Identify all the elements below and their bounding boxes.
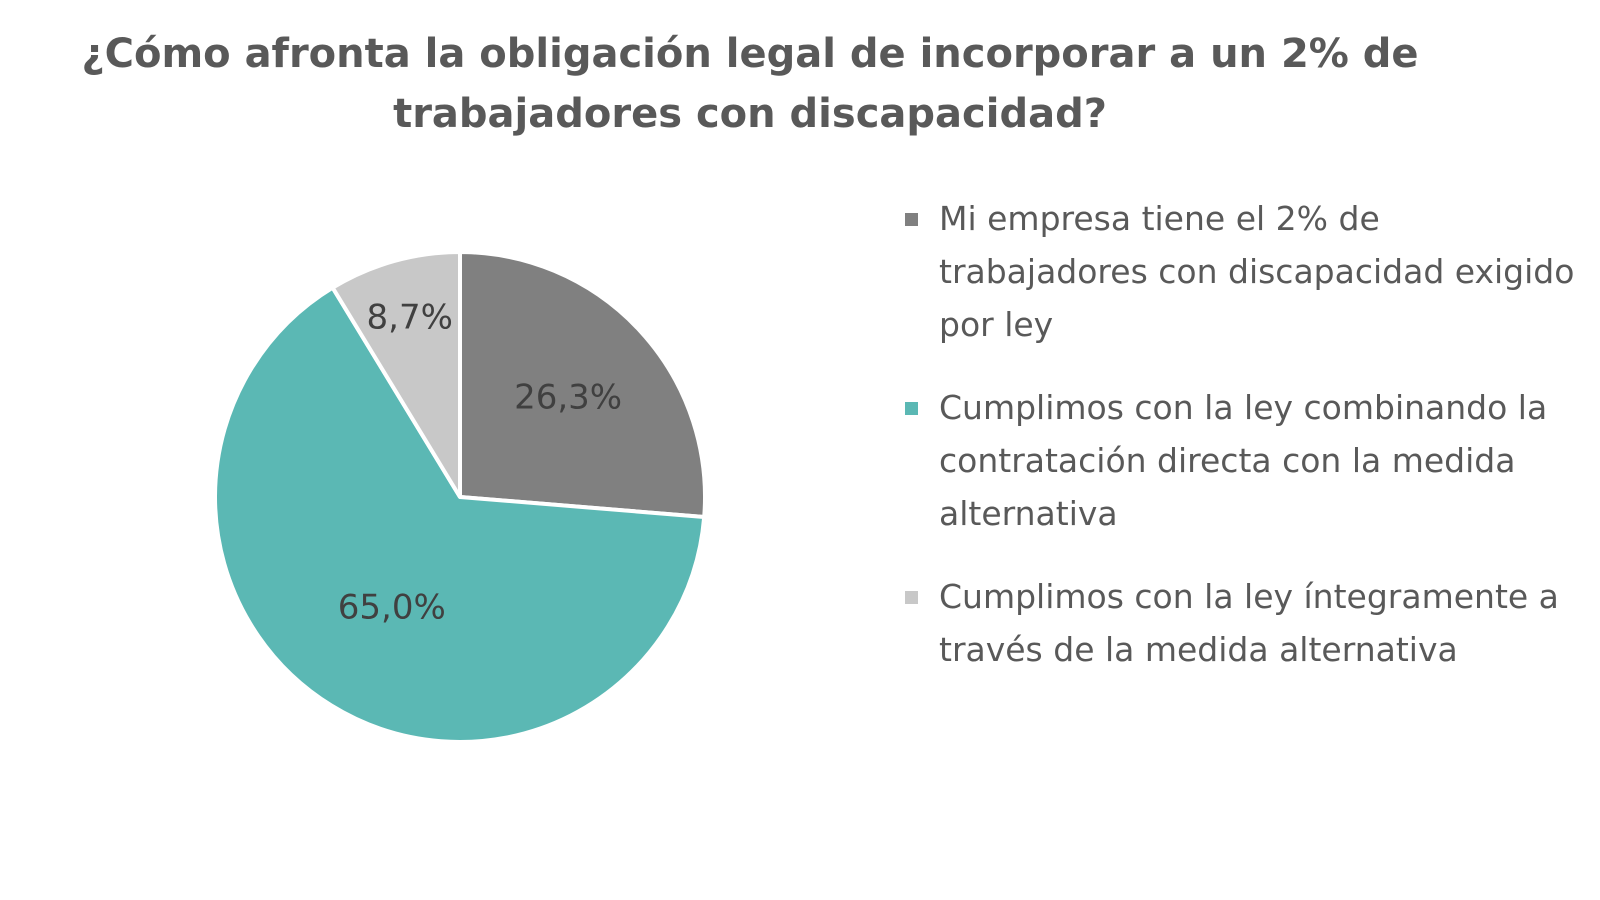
legend-label-alternative: Cumplimos con la ley íntegramente a trav…: [939, 577, 1559, 669]
chart-title: ¿Cómo afronta la obligación legal de inc…: [81, 31, 1419, 137]
legend-item-alternative: Cumplimos con la ley íntegramente a trav…: [905, 570, 1585, 676]
pie-slices: [213, 250, 707, 744]
legend: Mi empresa tiene el 2% de trabajadores c…: [905, 192, 1585, 706]
legend-label-own-staff: Mi empresa tiene el 2% de trabajadores c…: [939, 199, 1575, 344]
pie-slice-alternative: [330, 250, 462, 499]
pie-slice-combined: [213, 285, 707, 744]
pie-data-labels: 26,3% 65,0% 8,7%: [338, 298, 622, 628]
legend-swatch-alternative: [905, 591, 918, 604]
legend-swatch-combined: [905, 402, 918, 415]
data-label-own-staff: 26,3%: [514, 377, 622, 417]
legend-label-combined: Cumplimos con la ley combinando la contr…: [939, 388, 1548, 533]
legend-swatch-own-staff: [905, 213, 918, 226]
legend-item-combined: Cumplimos con la ley combinando la contr…: [905, 381, 1585, 540]
legend-item-own-staff: Mi empresa tiene el 2% de trabajadores c…: [905, 192, 1585, 351]
data-label-combined: 65,0%: [338, 588, 446, 628]
pie-slice-own-staff: [458, 250, 707, 519]
data-label-alternative: 8,7%: [367, 298, 453, 338]
